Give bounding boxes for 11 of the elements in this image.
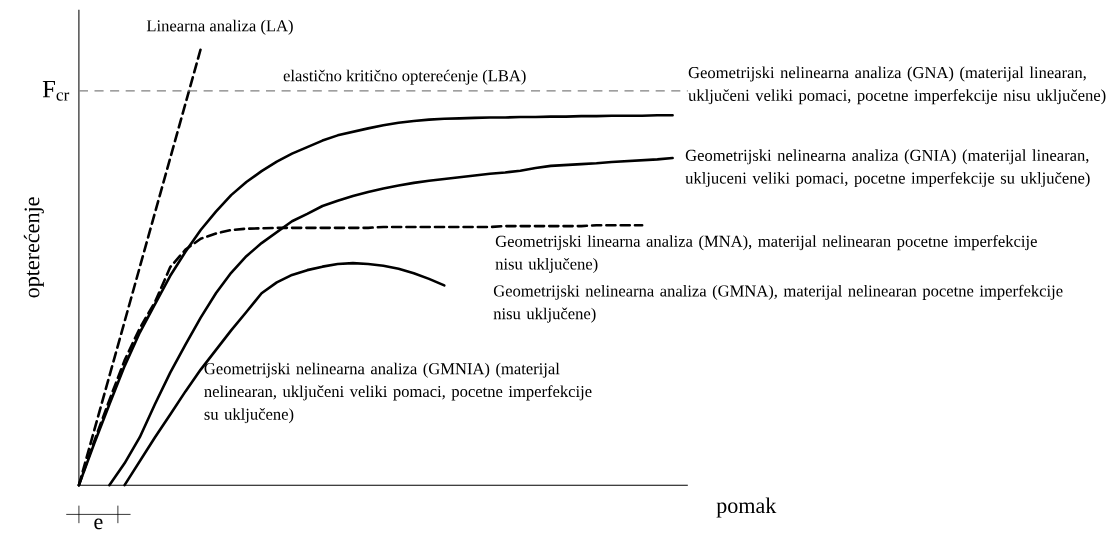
y-axis-title: opterećenje [23,197,44,298]
series-label: Geometrijski nelinearna analiza (GNIA) (materijal linearan, ukljuceni veliki pomaci, pocetne imperfekcije su uključene) [685,149,1090,188]
series-label: Geometrijski nelinearna analiza (GMNIA) (materijal nelinearan, uključeni veliki pomaci, pocetne imperfekcije su uključene) [204,362,592,424]
series-label: Geometrijski linearna analiza (MNA), materijal nelinearan pocetne imperfekcije nisu uključene) [495,235,1037,274]
text: F$_{cr}$ [42,81,70,101]
text: e [94,518,103,530]
annotation: Geometrijski nelinearna analiza (GMNA), materijal nelinearan pocetne imperfekcije nisu uključene) [493,284,1063,323]
ref-line-label: elastično kritično opterećenje (LBA) [283,69,526,85]
series-label: Geometrijski nelinearna analiza (GNA) (materijal linearan, uključeni veliki pomaci, pocetne imperfekcije nisu uključene) [688,66,1106,105]
x-axis-title: pomak [716,497,777,518]
series-label: Linearna analiza (LA) [146,19,293,35]
